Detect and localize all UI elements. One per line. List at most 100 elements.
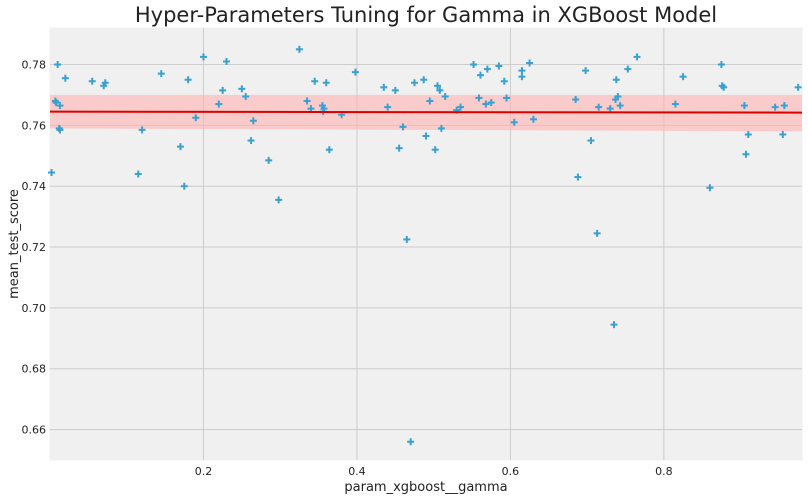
data-point — [247, 137, 255, 145]
data-point — [510, 118, 518, 126]
regression-line — [49, 110, 803, 114]
data-point — [88, 77, 96, 85]
data-point — [526, 59, 534, 67]
data-point — [671, 100, 679, 108]
data-point — [582, 67, 590, 75]
data-point — [56, 126, 64, 134]
x-axis-label: param_xgboost__gamma — [344, 480, 507, 495]
data-point — [54, 61, 62, 69]
data-point — [199, 53, 207, 61]
regression-line-layer — [49, 110, 803, 114]
data-point — [500, 77, 508, 85]
data-point — [595, 103, 603, 111]
data-point — [720, 83, 728, 91]
data-point — [52, 99, 60, 107]
data-point — [518, 67, 526, 75]
data-point — [322, 79, 330, 87]
x-tick-label: 0.2 — [195, 465, 213, 478]
data-point — [740, 102, 748, 110]
data-point — [483, 65, 491, 73]
data-point — [399, 123, 407, 131]
data-point — [249, 117, 257, 125]
data-point — [407, 438, 415, 446]
data-point — [744, 130, 752, 138]
y-tick-label: 0.68 — [22, 363, 47, 376]
confidence-band — [50, 94, 802, 132]
data-point — [475, 94, 483, 102]
data-point — [612, 76, 620, 84]
chart-title: Hyper-Parameters Tuning for Gamma in XGB… — [135, 3, 717, 27]
data-point — [134, 170, 142, 178]
data-point — [242, 92, 250, 100]
confidence-band-layer — [50, 94, 802, 132]
data-point — [487, 99, 495, 107]
data-point — [180, 182, 188, 190]
data-point — [311, 77, 319, 85]
data-point — [437, 124, 445, 132]
data-point — [101, 79, 109, 87]
y-tick-label: 0.66 — [22, 424, 47, 437]
data-point — [610, 321, 618, 329]
data-point — [633, 53, 641, 61]
y-tick-label: 0.76 — [22, 119, 47, 132]
data-point — [717, 61, 725, 69]
data-point — [384, 103, 392, 111]
data-point — [593, 229, 601, 237]
data-point — [157, 70, 165, 78]
x-tick-label: 0.6 — [502, 465, 520, 478]
plot-area — [49, 27, 803, 461]
data-point — [219, 86, 227, 94]
data-point — [779, 130, 787, 138]
data-point — [780, 102, 788, 110]
y-axis-label: mean_test_score — [7, 189, 22, 299]
data-point — [470, 61, 478, 69]
data-point — [572, 95, 580, 103]
data-point — [587, 137, 595, 145]
tick-labels: 0.2 0.4 0.6 0.8 0.66 0.68 0.70 0.72 0.74 0.76 0.78 — [22, 59, 673, 478]
data-point — [518, 73, 526, 81]
data-point — [222, 57, 230, 65]
data-point — [380, 83, 388, 91]
data-point — [441, 92, 449, 100]
x-tick-label: 0.8 — [655, 465, 673, 478]
data-point — [303, 97, 311, 105]
data-point — [61, 74, 69, 82]
data-point — [529, 115, 537, 123]
data-point — [391, 86, 399, 94]
data-point — [176, 143, 184, 151]
data-point — [606, 105, 614, 113]
data-points — [48, 45, 802, 446]
data-point — [275, 196, 283, 204]
data-point — [482, 100, 490, 108]
data-point — [410, 79, 418, 87]
data-point — [495, 62, 503, 70]
data-point — [679, 73, 687, 81]
data-point — [771, 103, 779, 111]
data-point — [307, 105, 315, 113]
data-point — [238, 85, 246, 93]
data-point — [794, 83, 802, 91]
y-tick-label: 0.72 — [22, 241, 47, 254]
x-tick-label: 0.4 — [348, 465, 366, 478]
data-point — [431, 146, 439, 154]
data-point — [616, 102, 624, 110]
data-point — [295, 45, 303, 53]
y-tick-label: 0.70 — [22, 302, 47, 315]
data-point — [426, 97, 434, 105]
data-point — [574, 173, 582, 181]
data-point — [48, 169, 56, 177]
data-point — [403, 235, 411, 243]
data-point — [434, 82, 442, 90]
data-point — [395, 144, 403, 152]
data-point — [215, 100, 223, 108]
data-point — [138, 126, 146, 134]
data-point — [624, 65, 632, 73]
data-point — [457, 103, 465, 111]
data-point — [184, 76, 192, 84]
data-point — [351, 68, 359, 76]
data-point — [436, 86, 444, 94]
data-point — [265, 156, 273, 164]
data-point — [476, 71, 484, 79]
data-point — [706, 184, 714, 192]
y-tick-label: 0.78 — [22, 59, 47, 72]
